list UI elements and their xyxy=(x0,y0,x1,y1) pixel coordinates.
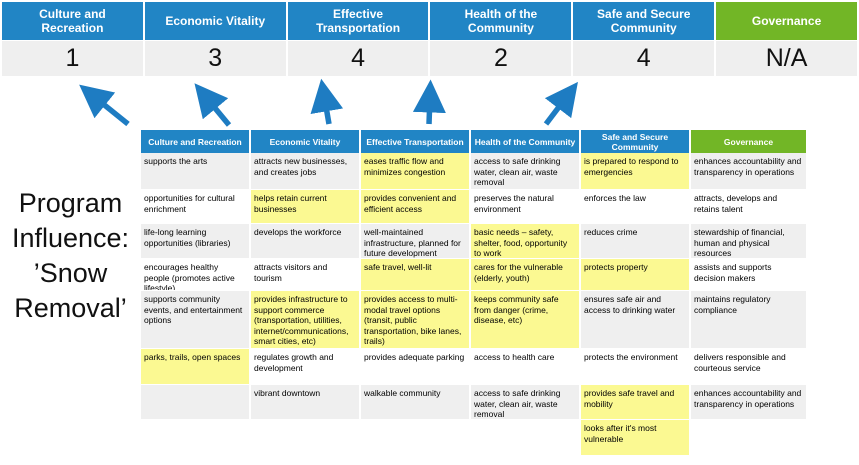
matrix-cell: access to health care xyxy=(471,349,581,385)
matrix-header-effective-transportation: Effective Transportation xyxy=(361,130,471,153)
program-title-line: Program xyxy=(18,188,123,218)
matrix-cell: supports the arts xyxy=(141,153,251,190)
score-economic-vitality: 3 xyxy=(144,41,286,76)
matrix-cell: helps retain current businesses xyxy=(251,190,361,224)
matrix-cell: provides infrastructure to support comme… xyxy=(251,291,361,349)
matrix-cell: opportunities for cultural enrichment xyxy=(141,190,251,224)
banner-safe-secure-community: Safe and Secure Community xyxy=(573,2,715,40)
matrix-cell: preserves the natural environment xyxy=(471,190,581,224)
program-title-line: Removal’ xyxy=(14,293,127,323)
banner-governance: Governance xyxy=(716,2,857,40)
matrix-cell: enforces the law xyxy=(581,190,691,224)
program-influence-title: Program Influence: ’Snow Removal’ xyxy=(0,186,141,326)
matrix-cell: provides convenient and efficient access xyxy=(361,190,471,224)
matrix-header-governance: Governance xyxy=(691,130,806,153)
matrix-cell: assists and supports decision makers xyxy=(691,259,806,291)
matrix-cell: reduces crime xyxy=(581,224,691,259)
matrix-cell xyxy=(251,420,361,456)
matrix-cell: enhances accountability and transparency… xyxy=(691,153,806,190)
category-banner: Culture and Recreation Economic Vitality… xyxy=(2,2,857,40)
matrix-cell xyxy=(141,420,251,456)
matrix-cell xyxy=(471,420,581,456)
matrix-cell: enhances accountability and transparency… xyxy=(691,385,806,420)
matrix-cell: vibrant downtown xyxy=(251,385,361,420)
matrix-cell: cares for the vulnerable (elderly, youth… xyxy=(471,259,581,291)
matrix-cell: stewardship of financial, human and phys… xyxy=(691,224,806,259)
matrix-cell: protects property xyxy=(581,259,691,291)
matrix-cell: provides access to multi-modal travel op… xyxy=(361,291,471,349)
banner-health-community: Health of the Community xyxy=(430,2,572,40)
matrix-cell: life-long learning opportunities (librar… xyxy=(141,224,251,259)
matrix-cell: attracts, develops and retains talent xyxy=(691,190,806,224)
matrix-cell: safe travel, well-lit xyxy=(361,259,471,291)
banner-culture-recreation: Culture and Recreation xyxy=(2,2,143,40)
matrix-cell: supports community events, and entertain… xyxy=(141,291,251,349)
matrix-cell xyxy=(691,420,806,456)
matrix-header-safe-secure-community: Safe and Secure Community xyxy=(581,130,691,153)
matrix-header-culture-recreation: Culture and Recreation xyxy=(141,130,251,153)
influence-matrix: Culture and Recreation Economic Vitality… xyxy=(141,130,806,456)
score-row: 1 3 4 2 4 N/A xyxy=(2,41,857,76)
program-title-line: ’Snow xyxy=(33,258,108,288)
matrix-header-health-community: Health of the Community xyxy=(471,130,581,153)
matrix-cell xyxy=(141,385,251,420)
matrix-header-economic-vitality: Economic Vitality xyxy=(251,130,361,153)
banner-effective-transportation: Effective Transportation xyxy=(287,2,429,40)
matrix-cell: is prepared to respond to emergencies xyxy=(581,153,691,190)
matrix-cell: regulates growth and development xyxy=(251,349,361,385)
program-title-line: Influence: xyxy=(11,223,130,253)
matrix-cell: walkable community xyxy=(361,385,471,420)
score-governance: N/A xyxy=(716,41,857,76)
matrix-cell: delivers responsible and courteous servi… xyxy=(691,349,806,385)
arrow-lines xyxy=(79,78,578,127)
matrix-cell: basic needs – safety, shelter, food, opp… xyxy=(471,224,581,259)
matrix-cell: keeps community safe from danger (crime,… xyxy=(471,291,581,349)
score-effective-transportation: 4 xyxy=(287,41,429,76)
matrix-cell: maintains regulatory compliance xyxy=(691,291,806,349)
matrix-cell: access to safe drinking water, clean air… xyxy=(471,153,581,190)
matrix-cell: attracts new businesses, and creates job… xyxy=(251,153,361,190)
matrix-cell xyxy=(361,420,471,456)
matrix-cell: access to safe drinking water, clean air… xyxy=(471,385,581,420)
matrix-cell: protects the environment xyxy=(581,349,691,385)
matrix-cell: encourages healthy people (promotes acti… xyxy=(141,259,251,291)
banner-economic-vitality: Economic Vitality xyxy=(144,2,286,40)
matrix-cell: attracts visitors and tourism xyxy=(251,259,361,291)
score-health-community: 2 xyxy=(430,41,572,76)
matrix-cell: parks, trails, open spaces xyxy=(141,349,251,385)
matrix-cell: looks after it's most vulnerable xyxy=(581,420,691,456)
matrix-cell: ensures safe air and access to drinking … xyxy=(581,291,691,349)
matrix-cell: provides safe travel and mobility xyxy=(581,385,691,420)
matrix-cell: develops the workforce xyxy=(251,224,361,259)
score-safe-secure-community: 4 xyxy=(573,41,715,76)
matrix-cell: eases traffic flow and minimizes congest… xyxy=(361,153,471,190)
matrix-cell: provides adequate parking xyxy=(361,349,471,385)
score-culture-recreation: 1 xyxy=(2,41,143,76)
matrix-cell: well-maintained infrastructure, planned … xyxy=(361,224,471,259)
